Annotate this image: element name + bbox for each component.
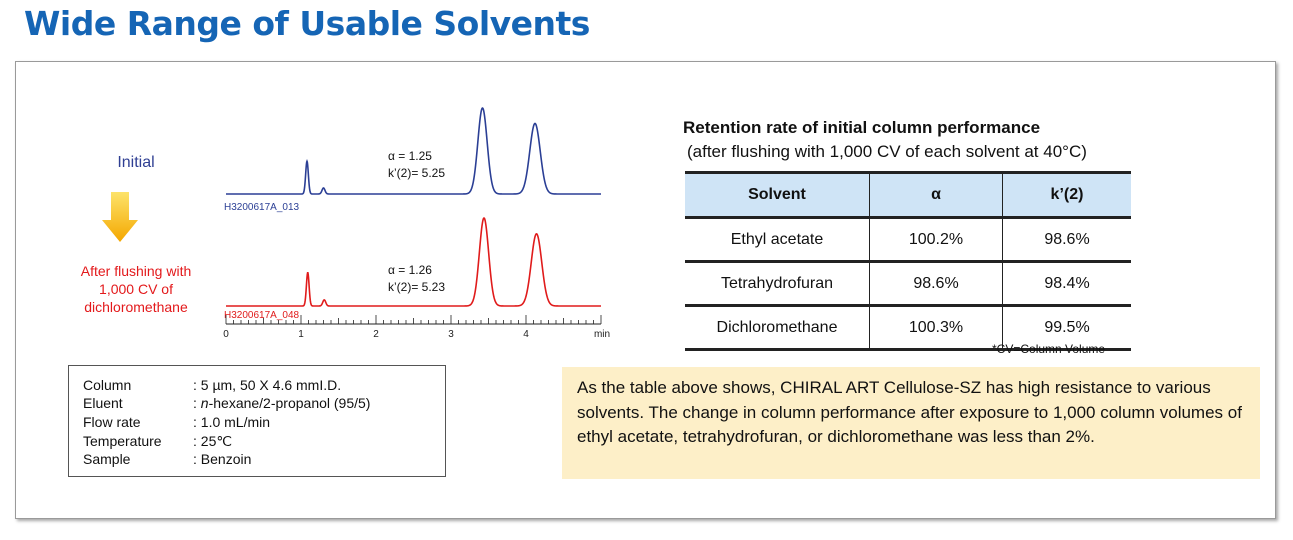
table-subtitle: (after flushing with 1,000 CV of each so… — [687, 142, 1087, 161]
condition-value: : 5 µm, 50 X 4.6 mmI.D. — [193, 377, 342, 393]
down-arrow-icon — [102, 192, 138, 242]
cell-k2: 99.5% — [1002, 305, 1131, 351]
cell-solvent: Dichloromethane — [685, 305, 870, 351]
after-flushing-line-3: dichloromethane — [84, 299, 188, 315]
cell-alpha: 98.6% — [869, 261, 1003, 307]
cell-alpha: 100.3% — [869, 305, 1003, 351]
cell-solvent: Ethyl acetate — [685, 217, 870, 263]
alpha-annotation: α = 1.26 — [388, 263, 432, 277]
trace-file-label: H3200617A_013 — [224, 202, 300, 213]
condition-key: Flow rate — [83, 414, 141, 430]
chromatogram-trace-2 — [226, 217, 601, 307]
retention-table: Solvent α k’(2) Ethyl acetate 100.2% 98.… — [685, 171, 1131, 351]
table-row: Ethyl acetate 100.2% 98.6% — [685, 217, 1131, 263]
header-k2: k’(2) — [1002, 171, 1131, 219]
page-title: Wide Range of Usable Solvents — [24, 4, 590, 43]
alpha-annotation: α = 1.25 — [388, 149, 432, 163]
x-tick-label: 3 — [448, 329, 454, 340]
k-annotation: k’(2)= 5.23 — [388, 280, 445, 294]
cell-solvent: Tetrahydrofuran — [685, 261, 870, 307]
condition-value: : 1.0 mL/min — [193, 414, 271, 430]
chromatogram-chart: H3200617A_013 α = 1.25 k’(2)= 5.25 H3200617… — [223, 107, 610, 340]
trace-file-label: H3200617A_048 — [224, 310, 300, 321]
condition-value: : Benzoin — [193, 451, 252, 467]
cell-alpha: 100.2% — [869, 217, 1003, 263]
table-title: Retention rate of initial column perform… — [683, 118, 1041, 137]
condition-key: Column — [83, 377, 132, 393]
x-tick-label: 0 — [223, 329, 229, 340]
condition-value: : n-hexane/2-propanol (95/5) — [193, 395, 371, 411]
chromatogram-traces: H3200617A_013 α = 1.25 k’(2)= 5.25 H3200617… — [224, 107, 601, 321]
x-tick-label: 4 — [523, 329, 529, 340]
x-tick-label: 2 — [373, 329, 379, 340]
chromatogram-trace-1 — [226, 107, 601, 195]
after-flushing-label: After flushing with 1,000 CV of dichloro… — [56, 262, 216, 316]
x-axis-label: min — [594, 329, 610, 340]
initial-label: Initial — [117, 154, 155, 171]
table-row: Tetrahydrofuran 98.6% 98.4% — [685, 261, 1131, 307]
condition-key: Temperature — [83, 433, 162, 449]
summary-note: As the table above shows, CHIRAL ART Cel… — [562, 367, 1260, 479]
x-tick-label: 1 — [298, 329, 304, 340]
header-solvent: Solvent — [685, 171, 870, 219]
table-row: Dichloromethane 100.3% 99.5% — [685, 305, 1131, 351]
cell-k2: 98.4% — [1002, 261, 1131, 307]
condition-key: Eluent — [83, 395, 123, 411]
k-annotation: k’(2)= 5.25 — [388, 166, 445, 180]
condition-key: Sample — [83, 451, 131, 467]
table-footnote: *CV=Column Volume — [992, 342, 1106, 356]
content-panel: Initial After flushing with 1,000 CV of … — [15, 61, 1276, 519]
table-header-row: Solvent α k’(2) — [685, 171, 1131, 219]
header-alpha: α — [869, 171, 1003, 219]
condition-value: : 25℃ — [193, 433, 233, 449]
cell-k2: 98.6% — [1002, 217, 1131, 263]
after-flushing-line-1: After flushing with — [80, 263, 192, 279]
time-axis: 0 1 2 3 4 min — [223, 315, 610, 340]
conditions-box: Column : 5 µm, 50 X 4.6 mmI.D. Eluent : … — [68, 365, 446, 477]
after-flushing-line-2: 1,000 CV of — [99, 281, 173, 297]
